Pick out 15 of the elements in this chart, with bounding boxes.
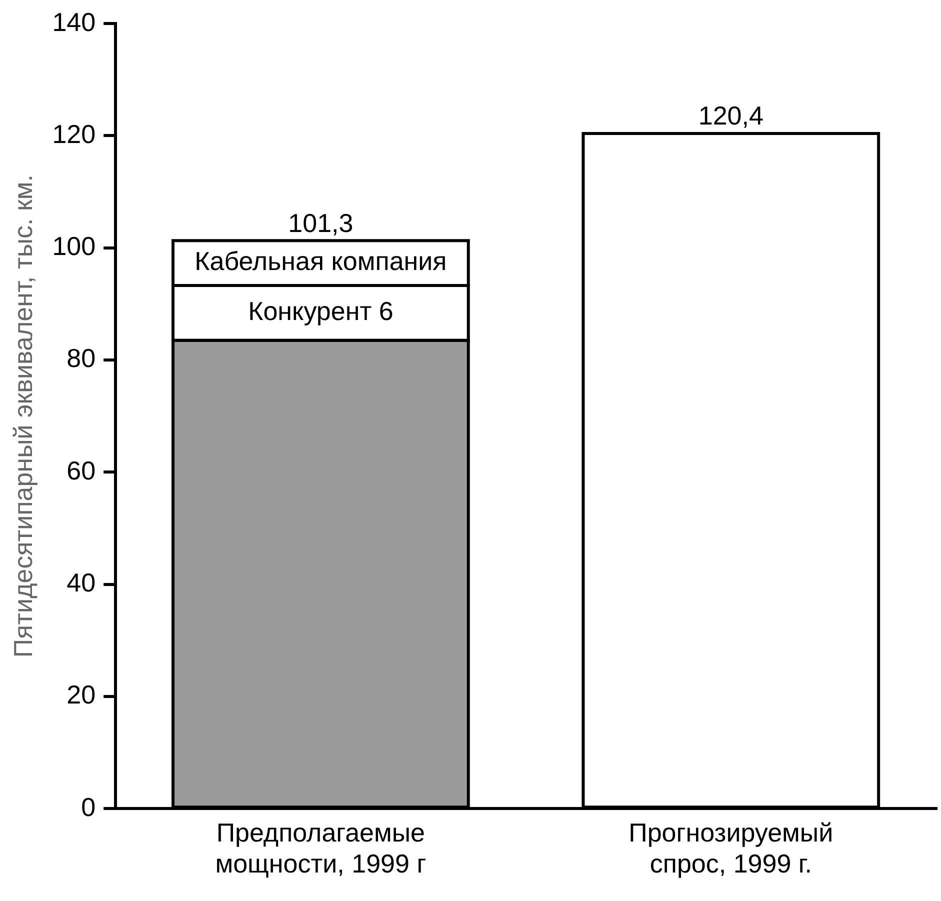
y-tick-label: 100 — [52, 231, 96, 262]
y-tick-label: 0 — [81, 792, 96, 822]
y-axis-title: Пятидесятипарный эквивалент, тыс. км. — [8, 174, 38, 658]
total-label: 120,4 — [698, 100, 764, 131]
y-tick-label: 120 — [52, 118, 96, 149]
x-tick-label: Предполагаемые мощности, 1999 г — [215, 817, 426, 879]
y-tick-label: 20 — [66, 680, 96, 710]
y-tick-label: 80 — [66, 343, 96, 374]
y-tick-label: 140 — [52, 6, 96, 37]
x-tick-label: Прогнозируемый спрос, 1999 г. — [628, 817, 834, 879]
y-tick-label: 60 — [66, 455, 96, 486]
series-label: Конкурент 6 — [248, 296, 394, 326]
series-label: Кабельная компания — [194, 246, 447, 276]
y-tick-label: 40 — [66, 567, 96, 598]
total-label: 101,3 — [288, 208, 354, 238]
